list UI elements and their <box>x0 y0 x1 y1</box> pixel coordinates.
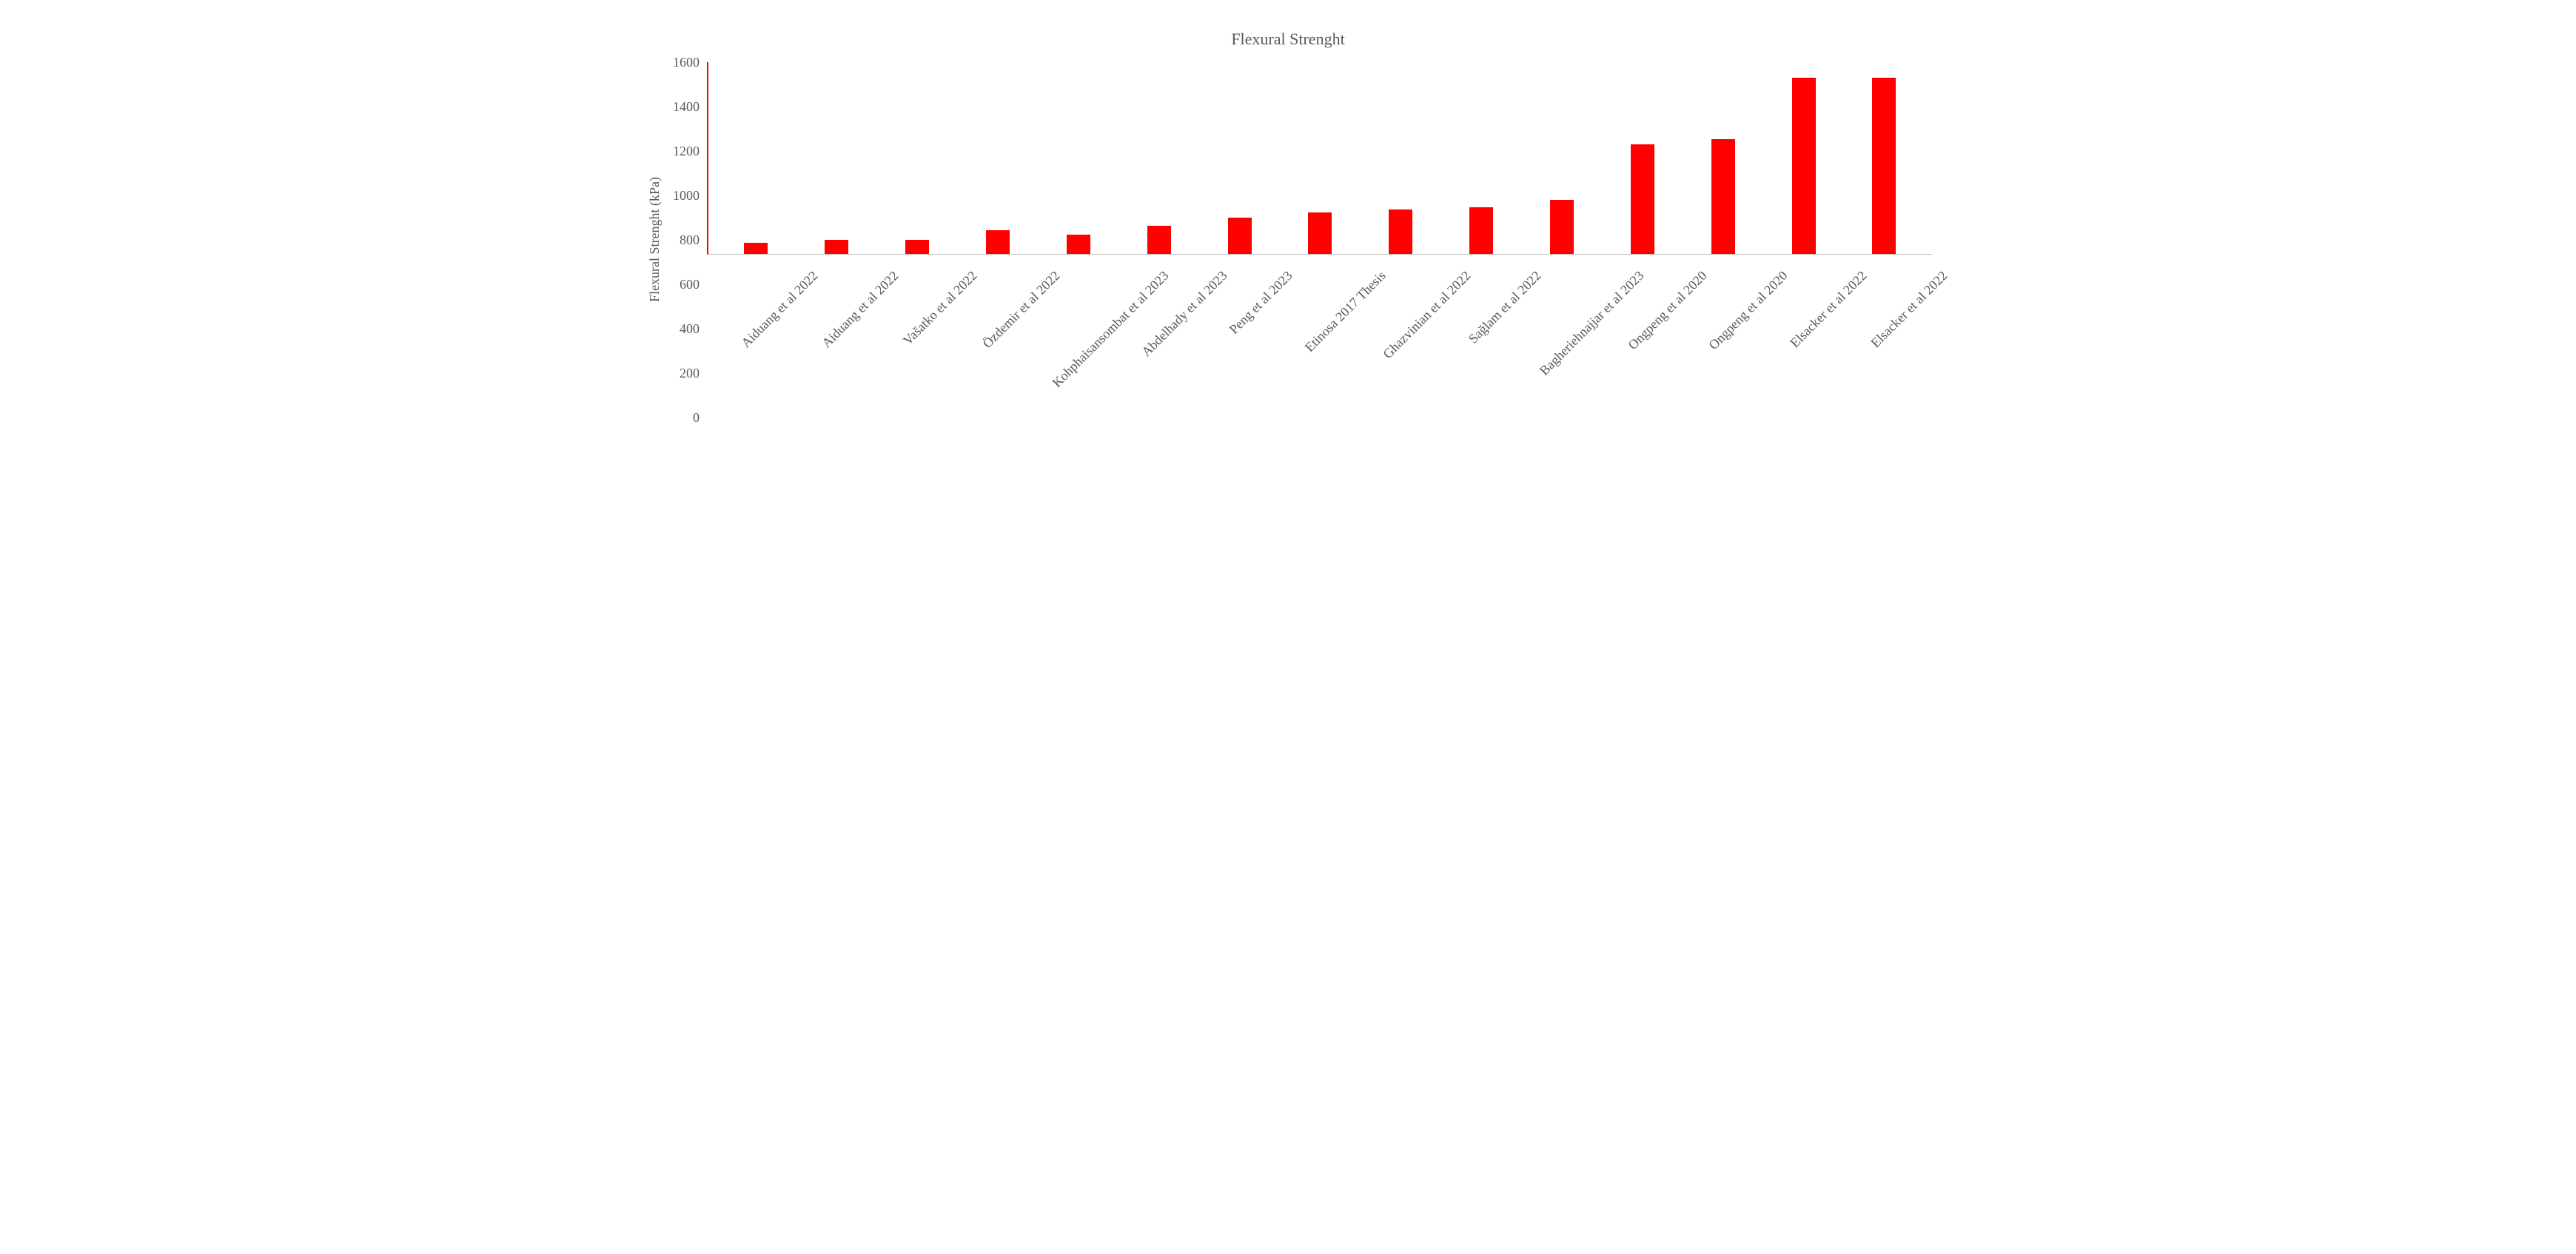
bar <box>1711 139 1735 254</box>
bar <box>1067 235 1090 254</box>
chart-title: Flexural Strenght <box>644 30 1932 49</box>
bar <box>1228 218 1252 254</box>
bar-slot <box>1686 62 1760 254</box>
flexural-strength-chart: Flexural Strenght Flexural Strenght (kPa… <box>644 30 1932 418</box>
bar-slot <box>1525 62 1599 254</box>
bar-slot <box>799 62 873 254</box>
bar-slot <box>1122 62 1196 254</box>
chart-body: Flexural Strenght (kPa) 1600140012001000… <box>644 62 1932 418</box>
bar <box>744 243 768 254</box>
bar <box>1308 212 1332 254</box>
bar <box>825 240 848 254</box>
bar-slot <box>1847 62 1921 254</box>
bar <box>1469 207 1493 254</box>
bar-slot <box>1767 62 1841 254</box>
bar-slot <box>961 62 1035 254</box>
x-tick: Aiduang et al 2022 <box>718 262 792 418</box>
bar-slot <box>719 62 793 254</box>
bar <box>1550 200 1574 254</box>
bar-slot <box>880 62 954 254</box>
bar-slot <box>1606 62 1680 254</box>
bar <box>1389 209 1412 254</box>
bar <box>1872 78 1896 254</box>
x-axis: Aiduang et al 2022Aiduang et al 2022Vaša… <box>707 255 1932 418</box>
bar <box>905 240 929 254</box>
bar-slot <box>1042 62 1116 254</box>
bar-slot <box>1203 62 1277 254</box>
y-axis-label: Flexural Strenght (kPa) <box>644 62 663 418</box>
bar <box>986 230 1010 254</box>
bar-slot <box>1444 62 1518 254</box>
y-axis: 16001400120010008006004002000 <box>663 62 707 418</box>
plot-area <box>707 62 1932 255</box>
bar <box>1792 78 1816 254</box>
bar-slot <box>1364 62 1438 254</box>
bar-slot <box>1283 62 1357 254</box>
bar <box>1631 144 1654 254</box>
bar <box>1147 226 1171 254</box>
plot-wrapper: Aiduang et al 2022Aiduang et al 2022Vaša… <box>707 62 1932 418</box>
